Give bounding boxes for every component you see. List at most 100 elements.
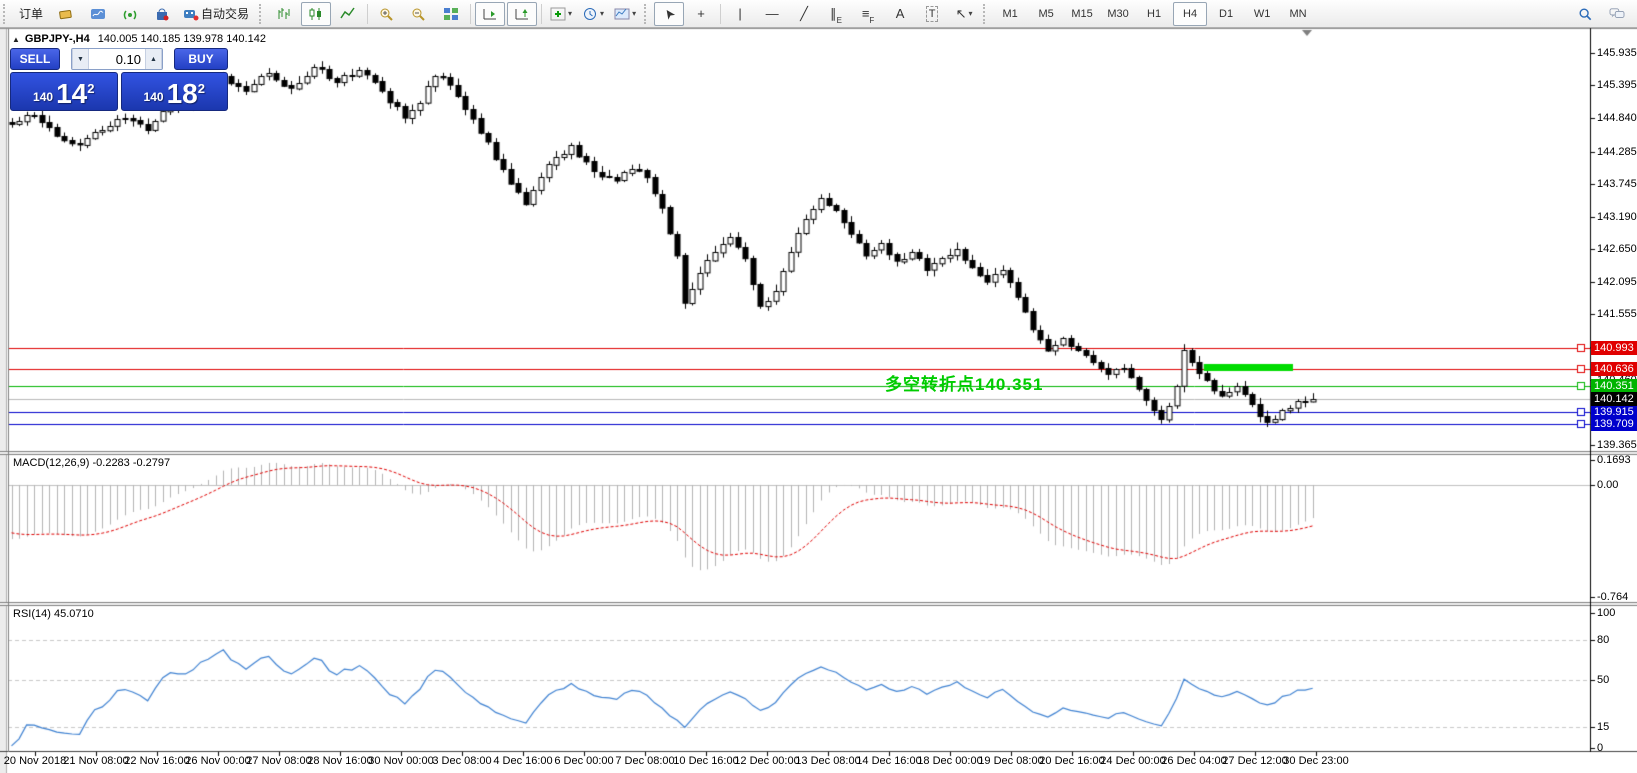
time-axis-label: 3 Dec 08:00 [432, 755, 492, 767]
new-order-icon-glyph-icon [58, 7, 74, 21]
arrows-button[interactable]: ↖ ▾ [949, 2, 979, 26]
tool-sub-letter: F [869, 15, 875, 25]
volume-stepper: ▼ ▲ [71, 48, 163, 70]
search-button[interactable] [1570, 2, 1600, 26]
time-axis-label: 26 Dec 04:00 [1161, 755, 1227, 767]
fibonacci-button[interactable]: ≡ F [853, 2, 883, 26]
buy-price-big: 18 [166, 78, 198, 109]
time-axis-label: 6 Dec 00:00 [554, 755, 614, 767]
zoom-in-glyph-icon [379, 7, 395, 21]
price-line-label[interactable]: 139.709 [1591, 417, 1637, 431]
cursor-button[interactable]: ➤ [654, 1, 685, 26]
ohlc-values: 140.005 140.185 139.978 140.142 [97, 33, 266, 45]
crosshair-button[interactable]: + [686, 2, 716, 26]
time-axis-label: 20 Nov 2018 [3, 755, 67, 767]
toolbar-grip [644, 3, 650, 24]
toolbar: 订单 自动交易 ▾ ▾ ▾ ➤ + | — ╱ ∥ E ≡ F A T ↖ ▾ M1 M5 M15 M30 H1 H4 D1 W1… [0, 0, 1637, 28]
vertical-line-button[interactable]: | [725, 2, 755, 26]
macd-label: MACD(12,26,9) -0.2283 -0.2797 [13, 457, 171, 469]
zoom-out-glyph-icon [411, 7, 427, 21]
timeframe-d1-button[interactable]: D1 [1219, 7, 1234, 20]
text-button[interactable]: A [885, 2, 915, 26]
indicators-button[interactable]: ▾ [546, 2, 576, 26]
volume-input[interactable] [89, 49, 145, 69]
periods-button[interactable]: ▾ [578, 2, 608, 26]
timeframe-m5-button[interactable]: M5 [1038, 7, 1054, 20]
new-order-button[interactable]: 订单 [13, 2, 49, 26]
time-axis-label: 4 Dec 16:00 [493, 755, 553, 767]
time-axis-label: 18 Dec 00:00 [917, 755, 983, 767]
price-axis-tick: 145.395 [1597, 79, 1637, 91]
signals-icon[interactable] [115, 2, 145, 26]
toolbar-separator [470, 3, 472, 24]
trendline-button[interactable]: ╱ [789, 2, 819, 26]
chat-button[interactable] [1602, 2, 1632, 26]
time-axis-label: 12 Dec 00:00 [734, 755, 800, 767]
tool-sub-letter: E [836, 15, 842, 25]
rsi-axis-tick: 80 [1597, 634, 1610, 646]
time-axis-label: 27 Nov 08:00 [246, 755, 312, 767]
market-icon[interactable] [147, 2, 177, 26]
horizontal-line-button[interactable]: — [757, 2, 787, 26]
autotrading-label: 自动交易 [201, 7, 250, 21]
sell-price-button[interactable]: 140 14 2 [10, 72, 118, 111]
timeframe-m1-button[interactable]: M1 [1002, 7, 1018, 20]
equidistant-channel-button[interactable]: ∥ E [821, 2, 851, 26]
current-price-label[interactable]: 140.142 [1591, 392, 1637, 406]
price-axis-tick: 143.745 [1597, 178, 1637, 190]
buy-price-button[interactable]: 140 18 2 [120, 72, 228, 111]
autotrading-button[interactable]: 自动交易 [179, 2, 255, 26]
timeframe-w1-button[interactable]: W1 [1253, 7, 1271, 20]
bar-chart-glyph-icon [276, 7, 292, 21]
timeframe-mn-button[interactable]: MN [1289, 7, 1307, 20]
chart-shift-glyph-icon [514, 7, 530, 21]
bar-chart-button[interactable] [269, 2, 299, 26]
price-line-label[interactable]: 140.993 [1591, 341, 1637, 355]
zoom-in-button[interactable] [372, 2, 402, 26]
horizontal-line-icon: — [765, 5, 779, 21]
tile-windows-glyph-icon [443, 7, 459, 21]
buy-button[interactable]: BUY [174, 48, 228, 70]
timeframe-m15-button[interactable]: M15 [1071, 7, 1093, 20]
time-axis-label: 26 Nov 00:00 [185, 755, 251, 767]
tile-windows-button[interactable] [436, 2, 466, 26]
time-axis-label: 13 Dec 08:00 [795, 755, 861, 767]
volume-increase-button[interactable]: ▲ [145, 49, 162, 69]
auto-scroll-glyph-icon [482, 7, 498, 21]
cursor-icon: ➤ [659, 5, 678, 23]
chart-title: ▲ GBPJPY-,H4 140.005 140.185 139.978 140.1… [12, 33, 266, 45]
timeframe-m30-button[interactable]: M30 [1107, 7, 1129, 20]
timeframe-h1-button[interactable]: H1 [1147, 7, 1162, 20]
vertical-line-icon: | [738, 5, 742, 21]
toolbar-separator [720, 3, 722, 24]
text-label-button[interactable]: T [917, 2, 947, 26]
sell-button[interactable]: SELL [10, 48, 60, 70]
templates-glyph-icon [614, 7, 630, 21]
toolbar-separator [541, 3, 543, 24]
templates-button[interactable]: ▾ [610, 2, 640, 26]
price-line-label[interactable]: 140.636 [1591, 362, 1637, 376]
toolbar-grip [3, 3, 9, 24]
text-icon: A [895, 5, 905, 21]
signals-icon-glyph-icon [122, 7, 138, 21]
chart-shift-button[interactable] [507, 1, 538, 26]
dropdown-caret-icon: ▾ [968, 9, 973, 18]
publish-chart-icon[interactable] [83, 2, 113, 26]
rsi-label: RSI(14) 45.0710 [13, 608, 94, 620]
price-line-label[interactable]: 139.915 [1591, 405, 1637, 419]
line-chart-button[interactable] [333, 2, 363, 26]
price-line-label[interactable]: 140.351 [1591, 379, 1637, 393]
time-axis-label: 27 Dec 12:00 [1222, 755, 1288, 767]
timeframe-h4-button[interactable]: H4 [1173, 1, 1208, 26]
new-order-icon[interactable] [51, 2, 81, 26]
volume-decrease-button[interactable]: ▼ [72, 49, 89, 69]
arrows-icon: ↖ [955, 5, 967, 21]
candlestick-chart-button[interactable] [301, 1, 332, 26]
text-label-icon: T [925, 5, 939, 22]
collapse-triangle-icon[interactable]: ▲ [12, 35, 20, 44]
zoom-out-button[interactable] [404, 2, 434, 26]
buy-price-prefix: 140 [143, 90, 164, 104]
equidistant-channel-icon: ∥ [830, 5, 837, 21]
auto-scroll-button[interactable] [475, 1, 506, 26]
